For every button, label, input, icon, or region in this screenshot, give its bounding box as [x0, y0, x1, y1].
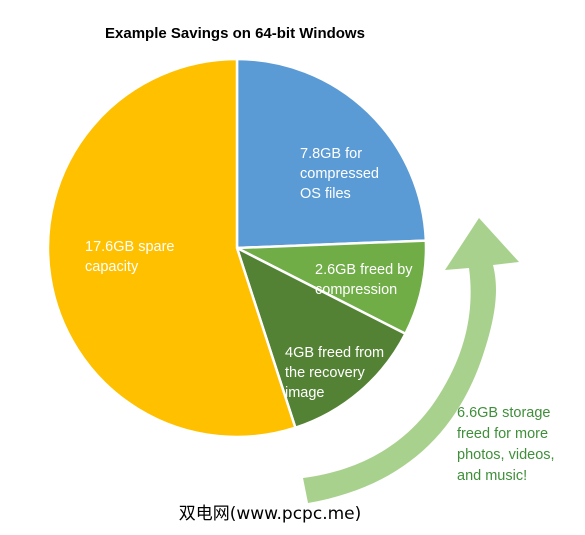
- pie-slice-label-2: 2.6GB freed by compression: [315, 262, 413, 298]
- pie-slice-label-3: 4GB freed from the recovery image: [285, 345, 384, 401]
- pie-slice-3: [235, 246, 407, 429]
- pie-slice-label-line: compression: [315, 282, 397, 298]
- pie-slice-label-line: 7.8GB for: [300, 146, 362, 162]
- curved-arrow-icon: [303, 218, 519, 503]
- savings-note-line: freed for more: [457, 426, 548, 442]
- pie-slice-label-line: 2.6GB freed by: [315, 262, 413, 278]
- savings-arrow: [303, 218, 519, 503]
- pie-slice-1: [235, 57, 428, 250]
- pie-slice-label-line: image: [285, 385, 325, 401]
- pie-slices: [46, 57, 428, 439]
- pie-slice-labels: 7.8GB for compressed OS files 2.6GB freed b…: [85, 146, 413, 401]
- pie-slice-label-line: capacity: [85, 259, 139, 275]
- pie-slice-label-line: 4GB freed from: [285, 345, 384, 361]
- pie-slice-label-line: OS files: [300, 186, 351, 202]
- savings-note-line: and music!: [457, 468, 527, 484]
- chart-title: Example Savings on 64-bit Windows: [105, 25, 365, 42]
- watermark-text: 双电网(www.pcpc.me): [179, 504, 362, 524]
- pie-slice-4: [46, 57, 297, 439]
- pie-slice-label-line: 17.6GB spare: [85, 239, 174, 255]
- pie-slice-label-1: 7.8GB for compressed OS files: [300, 146, 379, 202]
- savings-note: 6.6GB storage freed for more photos, video…: [457, 405, 555, 484]
- pie-slice-label-4: 17.6GB spare capacity: [85, 239, 174, 275]
- savings-note-line: 6.6GB storage: [457, 405, 551, 421]
- savings-note-line: photos, videos,: [457, 447, 555, 463]
- pie-slice-label-line: compressed: [300, 166, 379, 182]
- pie-slice-label-line: the recovery: [285, 365, 366, 381]
- pie-slice-2: [235, 239, 428, 336]
